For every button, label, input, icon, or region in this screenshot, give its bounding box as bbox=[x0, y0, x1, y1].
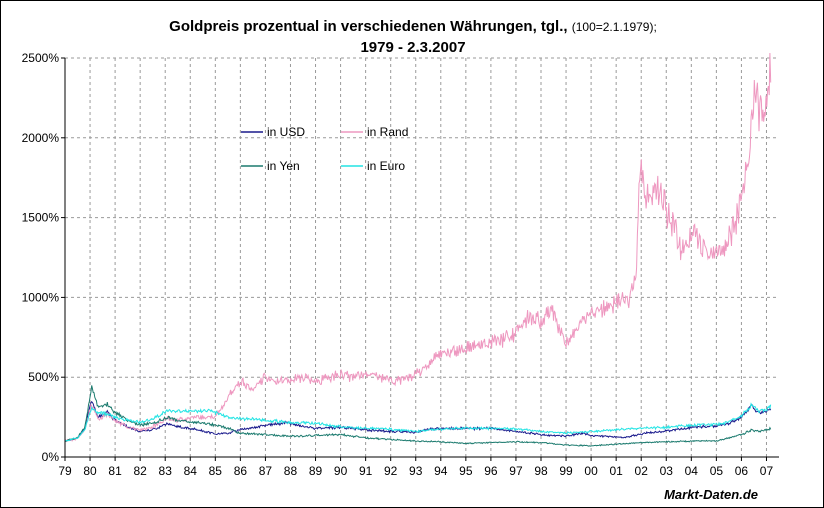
x-tick-label-15: 94 bbox=[434, 464, 448, 478]
y-tick-label-2: 1000% bbox=[22, 290, 60, 304]
chart-title-main: Goldpreis prozentual in verschiedenen Wä… bbox=[169, 18, 567, 35]
chart-title-note: (100=2.1.1979); bbox=[572, 20, 657, 34]
legend-label-0: in USD bbox=[267, 125, 305, 139]
x-tick-label-13: 92 bbox=[384, 464, 398, 478]
y-axis-ticks: 0% 500% 1000% 1500% 2000% 2500% bbox=[22, 51, 65, 464]
source-credit: Markt-Daten.de bbox=[664, 487, 758, 502]
x-tick-label-2: 81 bbox=[108, 464, 122, 478]
x-tick-label-1: 80 bbox=[83, 464, 97, 478]
x-tick-label-8: 87 bbox=[259, 464, 273, 478]
plot-area bbox=[65, 58, 779, 457]
x-tick-label-10: 89 bbox=[309, 464, 323, 478]
x-tick-label-25: 04 bbox=[685, 464, 699, 478]
x-tick-label-28: 07 bbox=[760, 464, 774, 478]
series-line-in-euro bbox=[64, 402, 772, 442]
x-tick-label-20: 99 bbox=[559, 464, 573, 478]
series-line-in-yen bbox=[64, 385, 772, 447]
legend-label-1: in Rand bbox=[367, 125, 408, 139]
x-tick-label-23: 02 bbox=[635, 464, 649, 478]
chart-title: Goldpreis prozentual in verschiedenen Wä… bbox=[169, 18, 657, 35]
x-tick-label-6: 85 bbox=[209, 464, 223, 478]
x-axis-ticks: 79 80 81 82 83 84 85 86 87 88 89 90 91 92 93 94 95 96 97 98… bbox=[58, 457, 773, 478]
x-tick-label-12: 91 bbox=[359, 464, 373, 478]
x-tick-label-3: 82 bbox=[133, 464, 147, 478]
x-tick-label-9: 88 bbox=[284, 464, 298, 478]
grid bbox=[65, 57, 779, 457]
x-tick-label-18: 97 bbox=[509, 464, 523, 478]
series-line-in-rand bbox=[64, 52, 772, 443]
axes bbox=[64, 58, 779, 458]
x-tick-label-24: 03 bbox=[660, 464, 674, 478]
legend-label-3: in Euro bbox=[367, 159, 405, 173]
x-tick-label-0: 79 bbox=[58, 464, 72, 478]
x-tick-label-21: 00 bbox=[584, 464, 598, 478]
x-tick-label-5: 84 bbox=[184, 464, 198, 478]
y-tick-label-4: 2000% bbox=[22, 131, 60, 145]
y-tick-label-3: 1500% bbox=[22, 211, 60, 225]
x-tick-label-14: 93 bbox=[409, 464, 423, 478]
y-tick-label-5: 2500% bbox=[22, 51, 60, 65]
x-tick-label-7: 86 bbox=[234, 464, 248, 478]
x-tick-label-16: 95 bbox=[459, 464, 473, 478]
x-tick-label-26: 05 bbox=[710, 464, 724, 478]
x-tick-label-11: 90 bbox=[334, 464, 348, 478]
x-tick-label-22: 01 bbox=[609, 464, 623, 478]
y-tick-label-1: 500% bbox=[28, 370, 59, 384]
chart-subtitle: 1979 - 2.3.2007 bbox=[360, 39, 465, 56]
x-tick-label-4: 83 bbox=[159, 464, 173, 478]
x-tick-label-17: 96 bbox=[484, 464, 498, 478]
x-tick-label-27: 06 bbox=[735, 464, 749, 478]
legend: in USD in Rand in Yen in Euro bbox=[241, 125, 408, 173]
legend-label-2: in Yen bbox=[267, 159, 300, 173]
x-tick-label-19: 98 bbox=[534, 464, 548, 478]
y-tick-label-0: 0% bbox=[42, 450, 60, 464]
series-layer bbox=[64, 52, 772, 447]
